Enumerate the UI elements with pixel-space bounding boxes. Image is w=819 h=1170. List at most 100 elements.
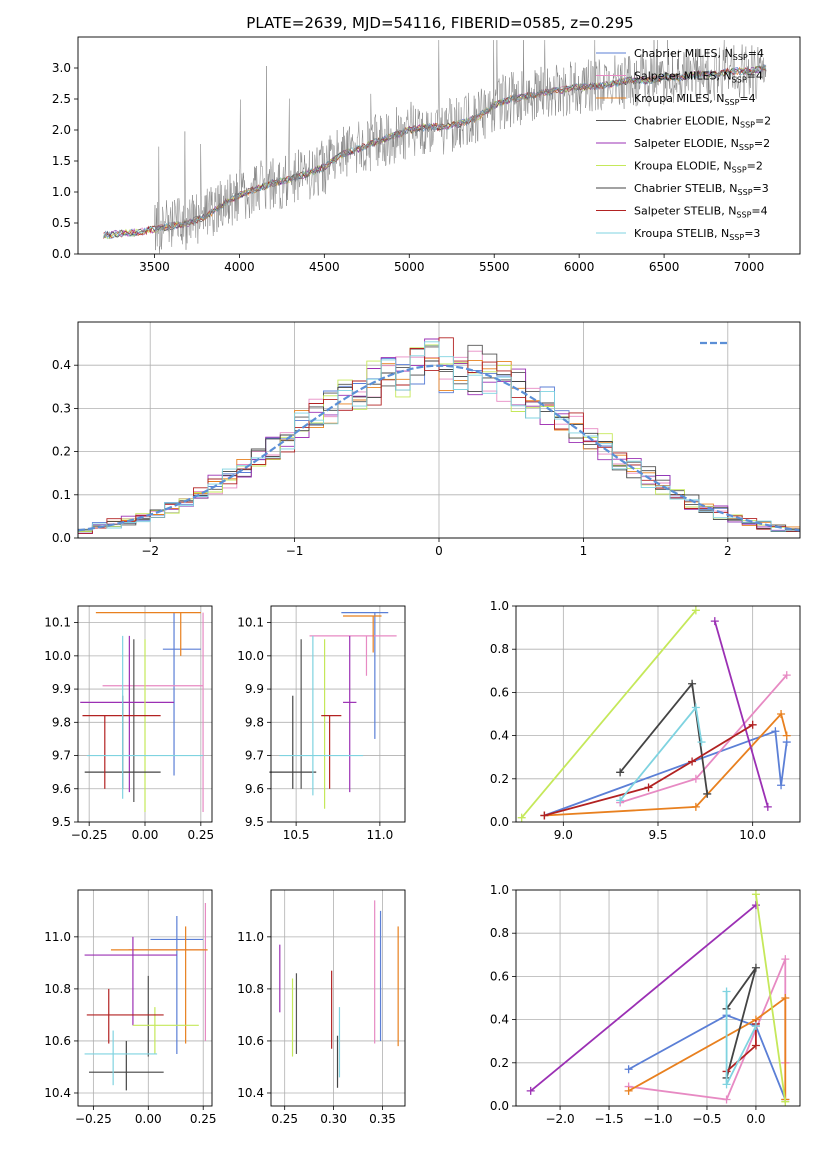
spectrum-ytick-label: 2.5 [52,92,71,106]
weight_vs_Z-ytick-label: 0.2 [490,1056,509,1070]
weight_vs_Z-marker-kroupa_stelib [722,987,731,996]
spectrum-xtick-label: 4500 [309,260,340,274]
legend-sub: SSP [736,211,751,220]
legend-main: Salpeter STELIB, N [634,205,736,218]
residuals-xtick-label: 2 [724,544,732,558]
age_vs_mass-ytick-label: 9.9 [245,682,264,696]
legend-sub: SSP [733,53,748,62]
weight_vs_Z-marker-salpeter_miles [722,1095,731,1104]
mass_vs_ebv-frame [270,889,406,1107]
legend-main: Chabrier ELODIE, N [634,115,740,128]
legend-tail: =4 [751,205,767,218]
gaussian-curve [77,364,801,532]
legend-main: Salpeter ELODIE, N [634,137,739,150]
legend-sub: SSP [732,76,747,85]
age_vs_mass-frame [270,605,406,823]
spectrum-ytick-label: 0.0 [52,247,71,261]
weight_vs_age-marker-salpeter_stelib [688,757,697,766]
age_vs_mass-ytick-label: 9.5 [245,815,264,829]
mass_vs_ebv-xtick-label: 0.25 [271,1112,298,1126]
weight_vs_age-xtick-label: 9.0 [554,828,573,842]
weight_vs_Z-marker-salpeter_elodie [526,1086,535,1095]
legend-sub: SSP [732,166,747,175]
weight_vs_Z-xtick-label: −1.0 [643,1112,672,1126]
legend-main: Kroupa STELIB, N [634,227,729,240]
residuals-ytick-label: 0.0 [52,531,71,545]
legend-main: Chabrier STELIB, N [634,182,738,195]
age_vs_mass-ytick-label: 9.7 [245,749,264,763]
spectrum-legend-label: Kroupa MILES, NSSP=4 [634,92,756,107]
weight_vs_age-marker-kroupa_miles [782,731,791,740]
legend-main: Kroupa ELODIE, N [634,160,732,173]
weight_vs_age-marker-salpeter_stelib [644,783,653,792]
mass_vs_ebv-ytick-label: 10.8 [237,982,264,996]
mass_vs_ebv-axes [267,890,405,1110]
legend-main: Chabrier MILES, N [634,47,733,60]
weight_vs_age-xtick-label: 9.5 [648,828,667,842]
mass_vs_Z-ytick-label: 11.0 [44,930,71,944]
spectrum-legend-label: Salpeter MILES, NSSP=4 [634,70,763,85]
weight_vs_Z-ytick-label: 0.8 [490,926,509,940]
weight_vs_age-marker-salpeter_elodie [763,802,772,811]
mass_vs_Z-ytick-label: 10.6 [44,1034,71,1048]
weight_vs_age-marker-chabrier_stelib [616,768,625,777]
weight_vs_age-marker-chabrier_miles [777,781,786,790]
spectrum-legend-label: Salpeter STELIB, NSSP=4 [634,205,768,220]
residuals-frame [77,321,801,539]
spectrum-data-line [154,40,767,254]
mass_vs_Z-frame [77,889,213,1107]
weight_vs_age-marker-kroupa_elodie [691,606,700,615]
weight_vs_Z-ytick-label: 1.0 [490,883,509,897]
spectrum-legend-label: Kroupa ELODIE, NSSP=2 [634,160,763,175]
weight_vs_age-series-kroupa_miles [544,712,788,817]
spectrum-ytick-label: 0.5 [52,216,71,230]
legend-main: Kroupa MILES, N [634,92,724,105]
weight_vs_age-ytick-label: 0.2 [490,772,509,786]
spectrum-legend-label: Chabrier STELIB, NSSP=3 [634,182,769,197]
weight_vs_Z-xtick-label: −2.0 [545,1112,574,1126]
mass_vs_Z-axes [74,890,212,1110]
weight_vs_Z-ytick-label: 0.6 [490,969,509,983]
spectrum-xtick-label: 5000 [394,260,425,274]
weight_vs_Z-axes [512,889,800,1110]
spectrum-xtick-label: 6500 [649,260,680,274]
weight_vs_Z-ytick-label: 0.0 [490,1099,509,1113]
weight_vs_age-series-kroupa_elodie [521,609,697,819]
spectrum-xtick-label: 6000 [564,260,595,274]
spectrum-model-salpeter_stelib [103,67,767,239]
mass_vs_ebv-xtick-label: 0.35 [369,1112,396,1126]
weight_vs_age-marker-salpeter_miles [782,671,791,680]
legend-tail: =3 [744,227,760,240]
age_vs_Z-xtick-label: −0.25 [71,828,108,842]
residuals-ytick-label: 0.4 [52,358,71,372]
legend-sub: SSP [740,121,755,130]
age_vs_Z-ytick-label: 10.0 [44,649,71,663]
weight_vs_age-marker-kroupa_stelib [697,738,706,747]
spectrum-axes [74,67,750,258]
weight_vs_age-ytick-label: 0.0 [490,815,509,829]
residuals-xtick-label: −2 [141,544,159,558]
mass_vs_ebv-xtick-label: 0.30 [320,1112,347,1126]
spectrum-legend-label: Chabrier MILES, NSSP=4 [634,47,764,62]
spectrum-legend-label: Chabrier ELODIE, NSSP=2 [634,115,771,130]
weight_vs_Z-marker-salpeter_elodie [751,901,760,910]
spectrum-frame [77,36,801,255]
weight_vs_age-ytick-label: 0.6 [490,685,509,699]
weight_vs_age-frame [515,605,801,823]
mass_vs_ebv-ytick-label: 10.4 [237,1086,264,1100]
histogram-salpeter_stelib [77,337,800,538]
weight_vs_Z-marker-kroupa_elodie [751,890,760,899]
weight_vs_age-marker-kroupa_stelib [691,703,700,712]
weight_vs_age-xtick-label: 10.0 [739,828,766,842]
spectrum-ytick-label: 1.0 [52,185,71,199]
legend-sub: SSP [729,233,744,242]
weight_vs_age-marker-salpeter_elodie [710,617,719,626]
weight_vs_Z-frame [515,889,801,1107]
spectrum-ytick-label: 2.0 [52,123,71,137]
mass_vs_Z-xtick-label: 0.25 [190,1112,217,1126]
age_vs_mass-ytick-label: 9.6 [245,782,264,796]
weight_vs_age-marker-kroupa_elodie [517,813,526,822]
spectrum-xtick-label: 7000 [734,260,765,274]
weight_vs_age-marker-salpeter_miles [691,774,700,783]
age_vs_Z-frame [77,605,213,823]
